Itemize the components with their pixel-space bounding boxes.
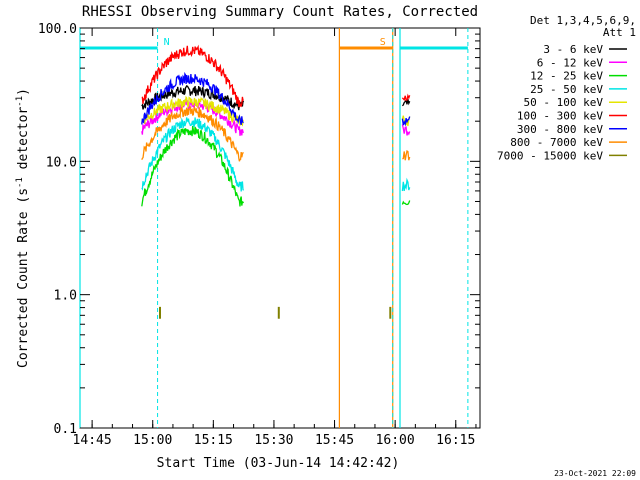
legend-label-4: 50 - 100 keV [524, 96, 604, 109]
legend-label-2: 12 - 25 keV [530, 70, 603, 83]
date-stamp: 23-Oct-2021 22:09 [554, 469, 636, 478]
series-line-b-3 [401, 177, 411, 192]
x-tick-label-0: 14:45 [73, 433, 112, 448]
legend-label-6: 300 - 800 keV [517, 123, 603, 136]
y-axis-label-sup1: -1 [15, 177, 25, 188]
series-line-4 [141, 95, 244, 127]
series-line-7 [141, 105, 244, 162]
y-tick-label-2: 10.0 [46, 155, 77, 170]
series-line-3 [141, 117, 245, 192]
legend-label-1: 6 - 12 keV [537, 56, 604, 69]
annotation-label-0: N [164, 37, 170, 48]
legend-label-0: 3 - 6 keV [543, 43, 603, 56]
legend-header-0: Det 1,3,4,5,6,9, [530, 14, 636, 27]
legend-label-5: 100 - 300 keV [517, 110, 603, 123]
x-tick-label-4: 15:45 [315, 433, 354, 448]
series-line-b-4 [401, 115, 411, 127]
series-line-b-7 [402, 150, 411, 161]
y-tick-label-1: 1.0 [54, 289, 77, 304]
x-tick-label-3: 15:30 [254, 433, 293, 448]
series-line-b-5 [401, 93, 411, 101]
annotation-label-1: S [380, 37, 386, 48]
x-axis-label: Start Time (03-Jun-14 14:42:42) [157, 456, 400, 471]
series-line-b-1 [401, 124, 411, 136]
legend-label-7: 800 - 7000 keV [510, 136, 603, 149]
y-tick-label-0: 0.1 [54, 422, 77, 437]
legend-label-3: 25 - 50 keV [530, 83, 603, 96]
legend-header-1: Att 1 [603, 26, 636, 39]
legend-label-8: 7000 - 15000 keV [497, 149, 603, 162]
series-line-b-6 [401, 116, 411, 127]
x-tick-label-1: 15:00 [133, 433, 172, 448]
series-line-5 [141, 44, 244, 109]
series-line-0 [141, 85, 245, 111]
chart-axes: 14:45 15:00 15:15 15:30 15:45 16:00 16:15 0.1 1.… [38, 22, 480, 448]
plot-frame [79, 27, 481, 429]
series-line-2 [141, 125, 245, 207]
y-tick-label-3: 100.0 [38, 22, 77, 37]
series-line-b-2 [401, 200, 411, 206]
y-axis-label: Corrected Count Rate (s-1 detector-1) [15, 88, 31, 368]
y-axis-label-main: Corrected Count Rate (s [16, 188, 31, 368]
y-axis-label-end: ) [16, 88, 31, 96]
y-axis-label-mid: detector [16, 107, 31, 178]
x-tick-label-6: 16:15 [436, 433, 475, 448]
y-axis-label-sup2: -1 [15, 96, 25, 107]
series-line-1 [141, 97, 245, 136]
x-tick-label-2: 15:15 [194, 433, 233, 448]
series-line-6 [141, 71, 244, 125]
x-tick-label-5: 16:00 [376, 433, 415, 448]
chart-title: RHESSI Observing Summary Count Rates, Co… [82, 4, 478, 20]
